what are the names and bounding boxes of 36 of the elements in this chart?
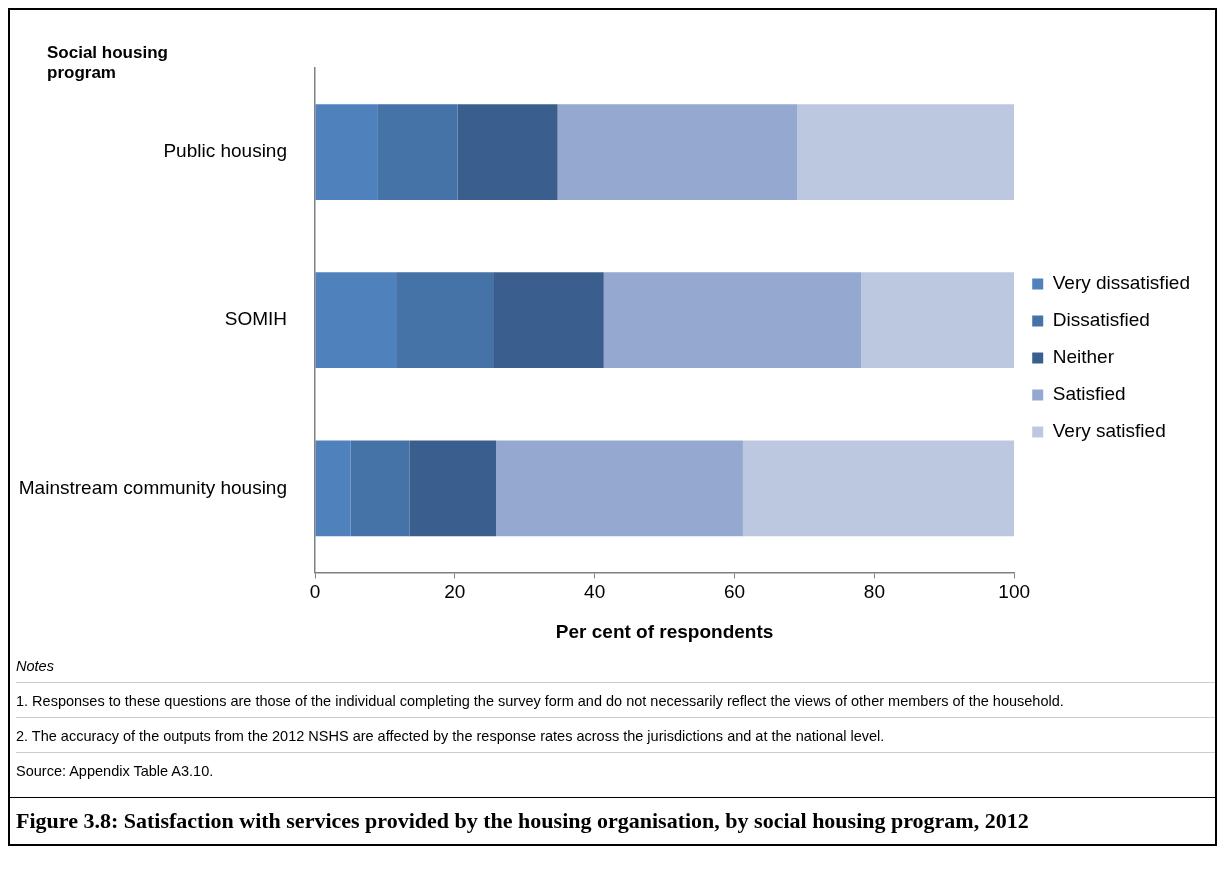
text: 2. The accuracy of the outputs from the 2012 NSHS are affected by the response rates across the jurisdictions and at the national level. [16, 728, 1215, 753]
bar [457, 104, 558, 200]
legend-label: Dissatisfied [1052, 309, 1150, 331]
bar [496, 440, 743, 537]
bar [797, 104, 1015, 200]
y-tick-label: Mainstream community housing [18, 476, 287, 498]
bar [350, 440, 410, 537]
bar [742, 440, 1015, 537]
text: Figure 3.8: Satisfaction with services provided by the housing organisation, by social housing program, 2012 [10, 797, 1215, 834]
bar [377, 104, 458, 200]
bar [557, 104, 798, 200]
legend-label: Neither [1052, 346, 1115, 368]
y-tick-label: Public housing [163, 140, 287, 162]
x-tick-label: 80 [863, 581, 885, 603]
legend-label: Satisfied [1052, 383, 1126, 405]
bar [315, 104, 378, 200]
bar [315, 272, 397, 369]
text: Notes [16, 658, 1215, 683]
legend-label: Very dissatisfied [1052, 272, 1191, 294]
x-axis-title: Per cent of respondents [555, 620, 774, 642]
bar [409, 440, 497, 537]
legend-label: Very satisfied [1052, 420, 1166, 442]
x-tick-label: 100 [998, 581, 1031, 603]
y-tick-label: SOMIH [224, 308, 287, 330]
bar [494, 272, 604, 369]
x-tick-label: 20 [444, 581, 466, 603]
source-note: Source: Appendix Table A3.10. [16, 763, 215, 781]
bar [396, 272, 494, 369]
bar [603, 272, 862, 369]
x-tick-label: 40 [584, 581, 606, 603]
bar [315, 440, 351, 537]
y-axis-title: Social housing program [47, 43, 169, 83]
text: 1. Responses to these questions are those of the individual completing the survey form and do not necessarily reflect the views of other members of the household. [16, 693, 1215, 718]
x-tick-label: 0 [309, 581, 321, 603]
x-tick-label: 60 [723, 581, 746, 603]
bar [861, 272, 1015, 369]
